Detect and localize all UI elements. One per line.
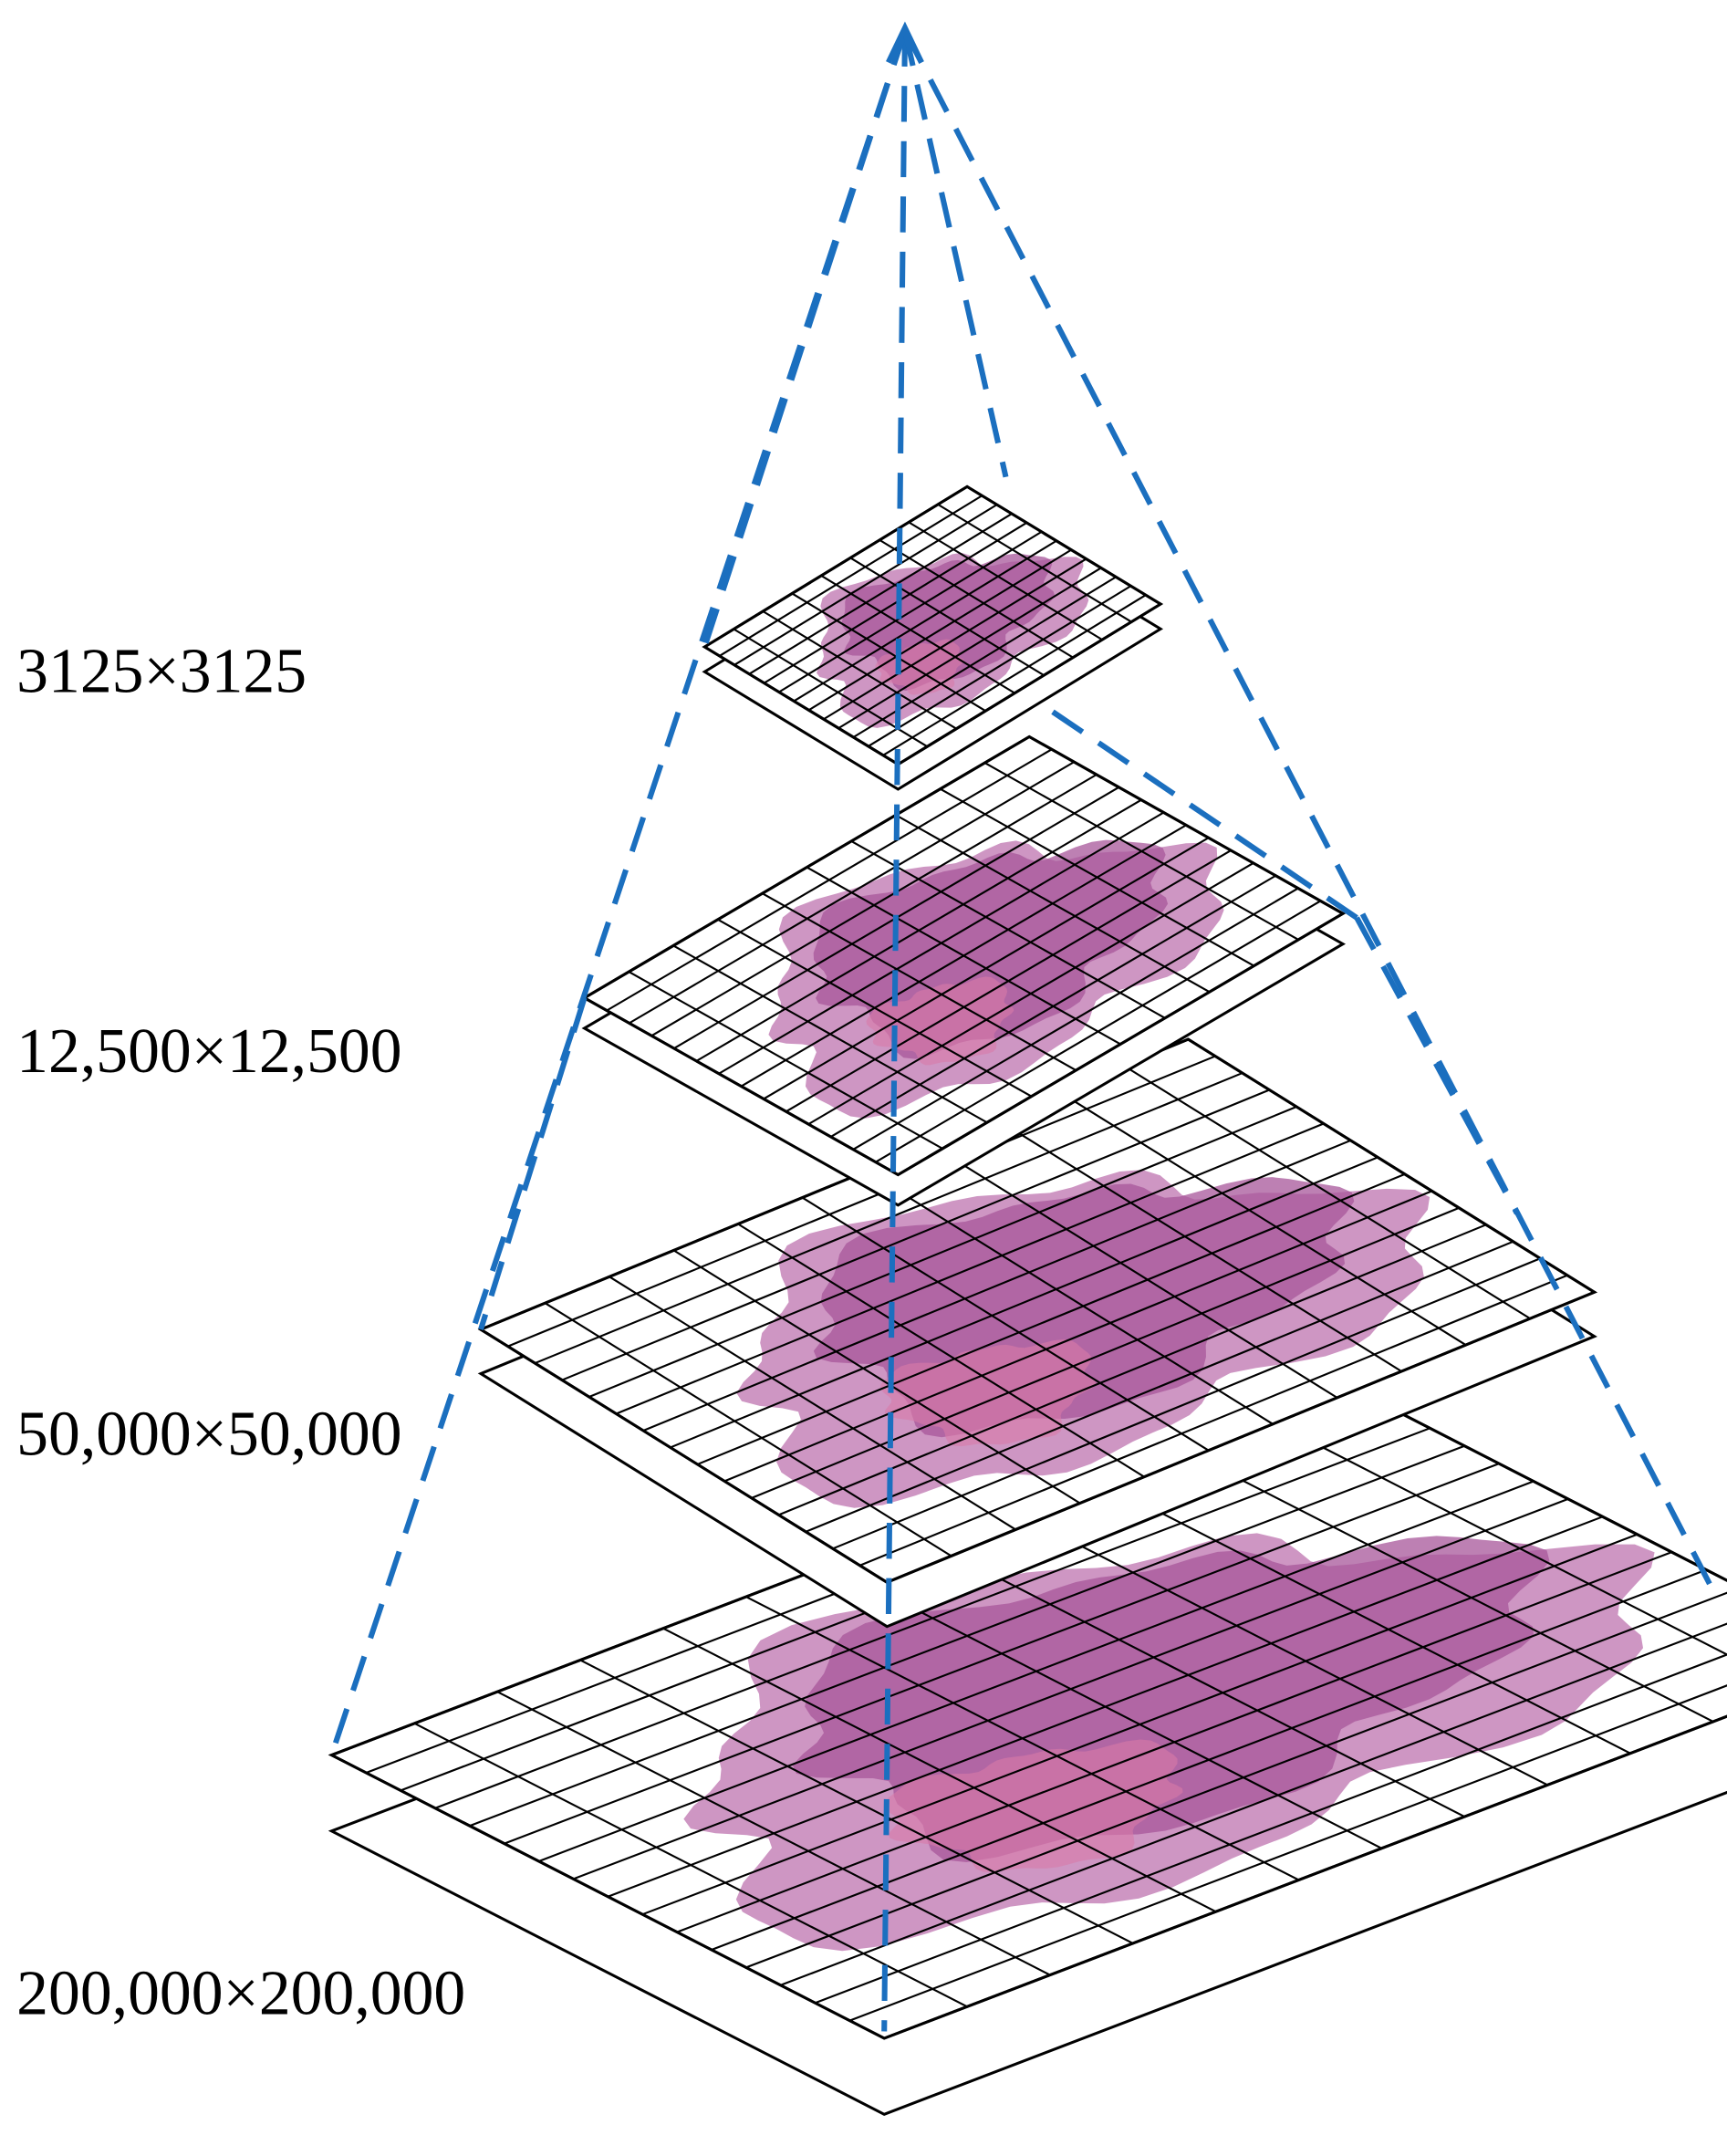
dash-line [902,29,1719,1598]
dash-line [881,30,908,2032]
sheet-outline [702,484,1164,766]
grid-line [737,1223,1145,1478]
grid-line [807,861,1254,1126]
grid-line [573,1497,1569,1880]
layers [328,484,1727,2116]
grid-line [849,557,1045,677]
grid-line [588,1106,1297,1399]
grid-line [711,1568,1707,1951]
grid-line [763,837,1210,1100]
grid-line [672,1249,1081,1505]
grid-line [751,1206,1460,1499]
grid-line [697,1172,1406,1465]
grid-line [723,1190,1432,1483]
grid-line [762,610,957,730]
tissue [883,1739,1183,1872]
grid-line [805,1240,1514,1533]
grid-line [629,761,1075,1025]
grid-line [434,1427,1430,1809]
level-label: 3125×3125 [16,636,307,706]
grid-line [837,567,1102,730]
grid-line [745,1591,1727,1969]
layer [477,1037,1597,1629]
grid-line [801,1196,1210,1452]
grid-line [544,1302,952,1557]
arrow-head [886,21,924,64]
grid-line [830,874,1276,1138]
grid-line [507,1055,1216,1348]
level-label: 200,000×200,000 [16,1959,465,2029]
grid-line [807,548,1072,712]
grid-line [718,811,1165,1075]
layer [702,484,1164,791]
grid-line [650,774,1098,1037]
grid-line [930,1143,1338,1399]
grid-line [780,1622,1727,1986]
grid-line [764,522,1027,684]
grid-line [882,594,1147,756]
layer [581,734,1347,1207]
grid-line [908,521,1103,641]
grid-line [1058,1091,1467,1346]
grid-line [534,1072,1243,1365]
grid-line [733,504,998,666]
grid-line [852,887,1299,1151]
level-label: 12,500×12,500 [16,1016,401,1087]
grid-line [676,1551,1672,1933]
tissue [880,1338,1097,1447]
dashed-lines [328,29,1719,2032]
grid-line [616,1122,1325,1415]
grid-line [866,1170,1274,1425]
dash-line [1354,916,1520,1215]
grid-line [695,798,1142,1062]
layer [328,1373,1727,2116]
grid-line [815,1653,1727,2005]
grid-line [994,1117,1402,1372]
grid-line [785,849,1232,1113]
level-label: 50,000×50,000 [16,1399,401,1469]
grid-line [820,575,1015,694]
grid-line [642,1139,1351,1432]
grid-line [793,539,1057,703]
grid-line [879,538,1074,659]
grid-line [832,1257,1541,1550]
grid-line [733,628,928,748]
grid-line [641,1533,1638,1916]
grid-line [561,1088,1270,1381]
grid-line [609,1276,1016,1531]
grid-line [1123,1065,1531,1320]
grid-line [606,748,1053,1012]
sheet-outline [581,734,1347,1177]
grid-line [868,585,1132,747]
tissue [875,639,964,695]
grid-line [778,1224,1487,1516]
grid-line [670,1156,1378,1449]
grid-line [823,557,1087,721]
grid-line [740,824,1187,1088]
grid-line [848,1684,1727,2022]
grid-line [607,1515,1604,1898]
grid-line [875,900,1321,1163]
dash-line [478,996,588,1331]
grid-line [469,1444,1465,1828]
grid-line [538,1480,1535,1862]
grid-line [791,592,986,713]
grid-line [937,503,1132,623]
grid-line [859,1274,1568,1567]
grid-line [504,1463,1500,1845]
grid-line [719,495,983,657]
grid-line [748,513,1013,675]
dash-line [901,29,1009,478]
dash-line [1051,709,1358,921]
grid-line [778,530,1043,693]
